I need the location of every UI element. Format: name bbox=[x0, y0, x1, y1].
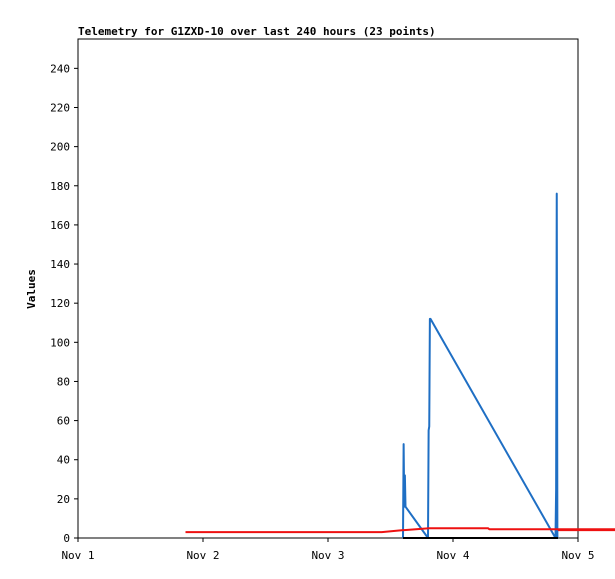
series-layer bbox=[185, 192, 615, 539]
y-tick-label: 40 bbox=[57, 454, 70, 467]
y-tick-label: 180 bbox=[50, 180, 70, 193]
plot-frame bbox=[77, 38, 579, 539]
chart-title: Telemetry for G1ZXD-10 over last 240 hou… bbox=[78, 25, 436, 38]
y-tick-label: 80 bbox=[57, 375, 70, 388]
y-tick-label: 200 bbox=[50, 141, 70, 154]
x-axis-ticks: Nov 1 Nov 2 Nov 3 Nov 4 Nov 5 bbox=[61, 538, 595, 562]
y-tick-label: 0 bbox=[63, 532, 70, 545]
x-tick-label: Nov 2 bbox=[186, 549, 219, 562]
y-tick-label: 20 bbox=[57, 493, 70, 506]
y-tick-label: 120 bbox=[50, 297, 70, 310]
y-tick-label: 220 bbox=[50, 101, 70, 114]
y-tick-label: 160 bbox=[50, 219, 70, 232]
y-tick-label: 240 bbox=[50, 62, 70, 75]
x-tick-label: Nov 4 bbox=[436, 549, 469, 562]
series-line-1 bbox=[185, 527, 615, 534]
x-tick-label: Nov 3 bbox=[311, 549, 344, 562]
y-tick-label: 60 bbox=[57, 415, 70, 428]
x-tick-label: Nov 5 bbox=[561, 549, 594, 562]
y-axis-ticks: 0 20 40 60 80 100 120 140 160 180 200 220 240 bbox=[50, 62, 78, 545]
x-tick-label: Nov 1 bbox=[61, 549, 94, 562]
y-tick-label: 140 bbox=[50, 258, 70, 271]
y-tick-label: 100 bbox=[50, 336, 70, 349]
series-line-0 bbox=[402, 192, 559, 539]
y-axis-label: Values bbox=[25, 269, 38, 309]
